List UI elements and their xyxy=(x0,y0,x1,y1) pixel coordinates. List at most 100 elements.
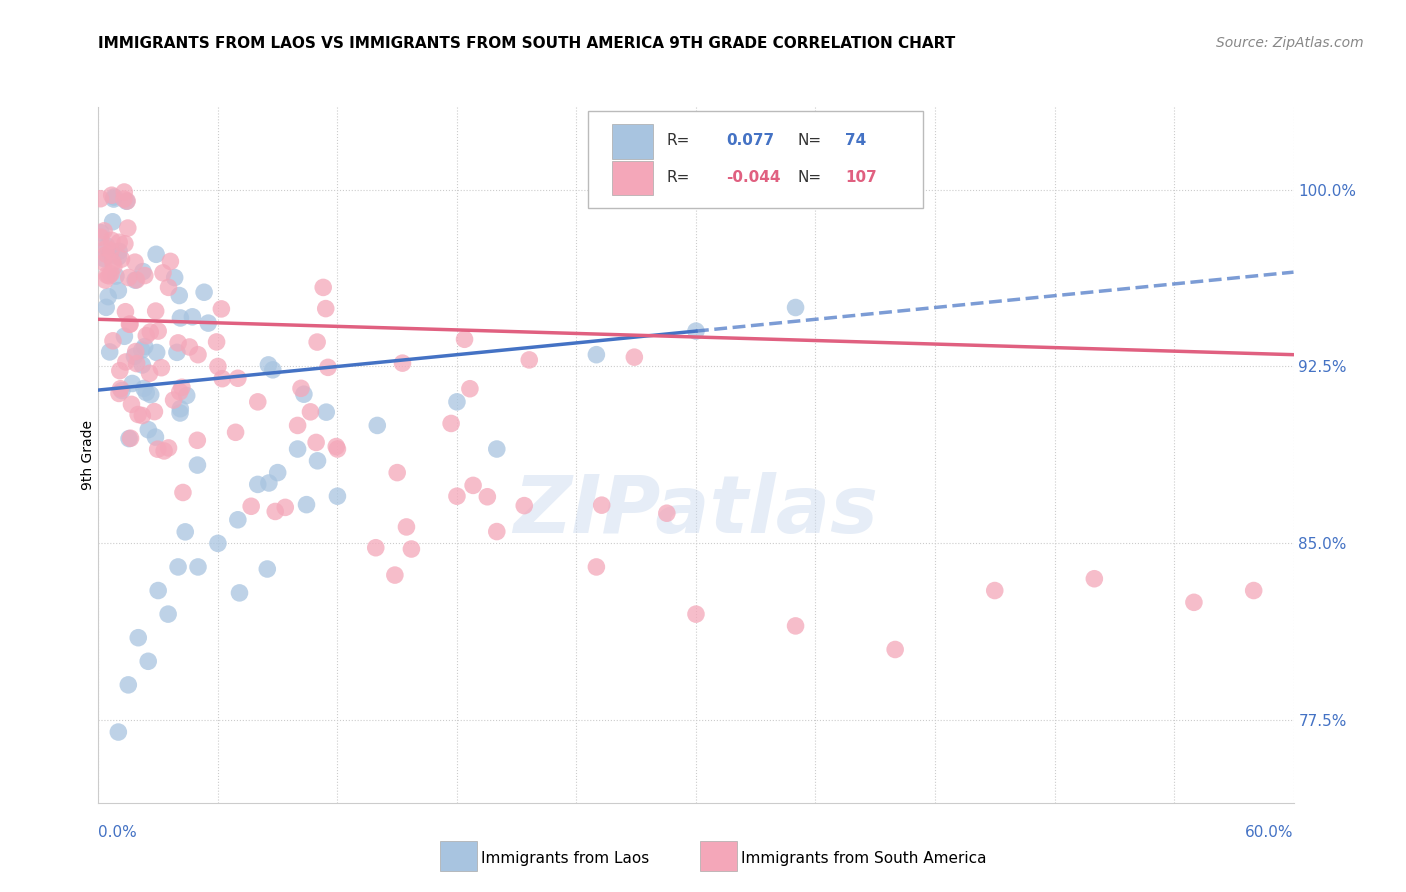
Point xyxy=(90,230,112,244)
Point xyxy=(125,344,148,359)
Point xyxy=(884,642,907,657)
Point xyxy=(96,241,118,255)
Point xyxy=(246,395,269,409)
Point xyxy=(121,397,143,411)
Point xyxy=(127,631,149,645)
Point xyxy=(197,316,219,330)
Point xyxy=(150,360,173,375)
Point xyxy=(274,500,297,515)
Point xyxy=(169,310,191,325)
Point xyxy=(517,352,540,367)
Point xyxy=(134,340,156,354)
Point xyxy=(107,284,129,298)
Point xyxy=(134,268,156,283)
Point xyxy=(100,188,122,202)
Point xyxy=(315,405,337,419)
Point xyxy=(103,190,125,204)
Point xyxy=(139,387,162,401)
Point xyxy=(477,490,499,504)
Point xyxy=(110,382,132,396)
Point xyxy=(117,221,139,235)
Point xyxy=(176,388,198,402)
Point xyxy=(153,444,176,458)
Point xyxy=(1243,583,1265,598)
Point xyxy=(103,192,125,206)
Point xyxy=(143,404,166,418)
Point xyxy=(162,392,184,407)
Point xyxy=(315,301,337,316)
Point xyxy=(170,380,193,394)
Point xyxy=(257,475,280,490)
Point xyxy=(157,441,180,455)
Point xyxy=(326,489,349,503)
Point xyxy=(98,268,121,283)
Point xyxy=(364,541,387,555)
Point xyxy=(94,273,117,287)
Point xyxy=(145,247,167,261)
Point xyxy=(117,678,139,692)
Point xyxy=(112,185,135,199)
Point xyxy=(207,359,229,374)
Point xyxy=(96,239,118,253)
Point xyxy=(267,466,290,480)
Point xyxy=(93,255,115,269)
Point xyxy=(118,318,141,332)
Text: R=: R= xyxy=(666,133,689,148)
Point xyxy=(101,255,124,269)
Point xyxy=(169,288,191,302)
Point xyxy=(120,431,142,445)
Point xyxy=(110,252,132,267)
Point xyxy=(90,226,112,240)
Point xyxy=(228,586,250,600)
Point xyxy=(401,541,423,556)
Point xyxy=(307,334,329,349)
Point xyxy=(115,194,138,208)
Point xyxy=(292,387,315,401)
Point xyxy=(131,358,153,372)
Point xyxy=(112,329,135,343)
FancyBboxPatch shape xyxy=(588,111,922,208)
Point xyxy=(446,395,468,409)
Point xyxy=(485,524,508,539)
Point xyxy=(139,325,162,339)
Point xyxy=(181,310,204,324)
Point xyxy=(246,477,269,491)
Point xyxy=(225,425,247,440)
Point xyxy=(135,385,157,400)
Point xyxy=(114,236,136,251)
Point xyxy=(104,268,127,283)
Point xyxy=(114,304,136,318)
Point xyxy=(262,363,284,377)
Point xyxy=(148,583,170,598)
Text: ZIPatlas: ZIPatlas xyxy=(513,472,879,549)
Point xyxy=(96,301,118,315)
Point xyxy=(264,504,287,518)
Point xyxy=(89,192,111,206)
Point xyxy=(326,442,349,456)
Point xyxy=(169,384,191,399)
Point xyxy=(585,348,607,362)
Text: -0.044: -0.044 xyxy=(725,169,780,185)
Point xyxy=(100,244,122,258)
Point xyxy=(316,360,339,375)
Point xyxy=(125,273,148,287)
Point xyxy=(1083,572,1105,586)
Point xyxy=(145,345,167,359)
Point xyxy=(785,301,807,315)
Point xyxy=(148,324,170,338)
Text: Immigrants from Laos: Immigrants from Laos xyxy=(481,851,650,865)
Point xyxy=(591,498,613,512)
Point xyxy=(145,430,167,444)
Point xyxy=(485,442,508,456)
Point xyxy=(96,268,118,282)
Point xyxy=(169,401,191,416)
Point xyxy=(146,442,169,457)
Point xyxy=(453,332,475,346)
Text: Source: ZipAtlas.com: Source: ZipAtlas.com xyxy=(1216,36,1364,50)
Point xyxy=(187,348,209,362)
Point xyxy=(157,280,180,294)
Point xyxy=(115,194,138,209)
Point xyxy=(440,417,463,431)
Point xyxy=(385,466,409,480)
Point xyxy=(108,244,131,259)
